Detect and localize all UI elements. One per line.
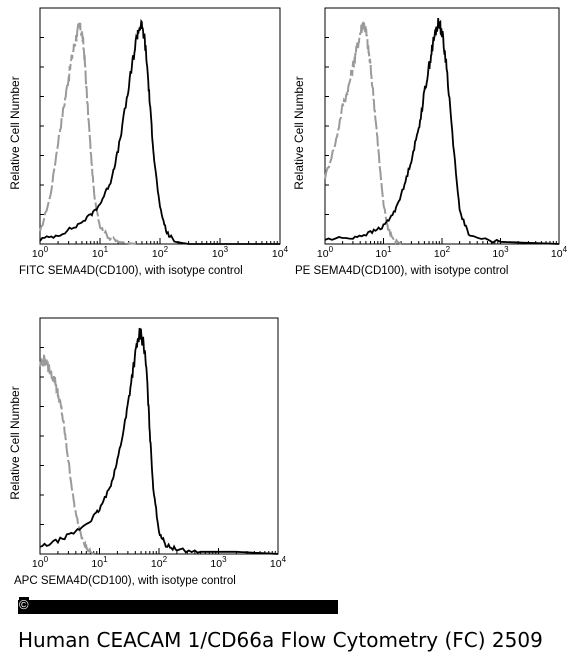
- x-axis-label: APC SEMA4D(CD100), with isotype control: [14, 575, 236, 587]
- x-axis-label: FITC SEMA4D(CD100), with isotype control: [19, 265, 243, 277]
- copyright-symbol: ©: [19, 597, 29, 613]
- x-tick-label: 102: [434, 245, 451, 260]
- x-tick-label: 100: [317, 245, 334, 260]
- x-tick-label: 104: [551, 245, 568, 260]
- isotype-control-curve: [324, 21, 402, 246]
- figure-caption: Human CEACAM 1/CD66a Flow Cytometry (FC)…: [18, 628, 543, 652]
- x-tick-label: 103: [212, 245, 229, 260]
- x-tick-label: 100: [32, 245, 49, 260]
- sample-curve: [324, 18, 560, 245]
- sample-curve: [39, 327, 279, 555]
- x-tick-label: 101: [91, 555, 108, 570]
- sample-curve: [39, 18, 280, 245]
- histogram-panel-pe: Relative Cell Number 100 101 102 103 104 PE …: [284, 0, 574, 290]
- x-tick-label: 101: [92, 245, 109, 260]
- histogram-plot: 100 101 102 103 104: [32, 317, 287, 570]
- histogram-plot: 100 101 102 103 104: [317, 7, 568, 260]
- x-tick-label: 104: [270, 555, 287, 570]
- isotype-control-curve: [39, 354, 95, 555]
- plot-frame: [39, 317, 279, 555]
- plot-frame: [324, 7, 560, 245]
- x-tick-label: 100: [32, 555, 49, 570]
- isotype-control-curve: [39, 22, 137, 245]
- x-tick-label: 103: [492, 245, 509, 260]
- redacted-copyright-bar: [18, 600, 338, 614]
- x-tick-label: 104: [272, 245, 289, 260]
- x-axis-label: PE SEMA4D(CD100), with isotype control: [295, 265, 509, 277]
- x-tick-label: 102: [152, 245, 169, 260]
- histogram-panel-fitc: Relative Cell Number 100 101 102 103 104 FIT…: [0, 0, 290, 290]
- x-tick-label: 103: [210, 555, 227, 570]
- histogram-panel-apc: Relative Cell Number 100 101 102 103 104 APC…: [0, 310, 290, 600]
- x-tick-label: 102: [151, 555, 168, 570]
- x-tick-label: 101: [375, 245, 392, 260]
- histogram-plot: 100 101 102 103 104: [32, 7, 289, 260]
